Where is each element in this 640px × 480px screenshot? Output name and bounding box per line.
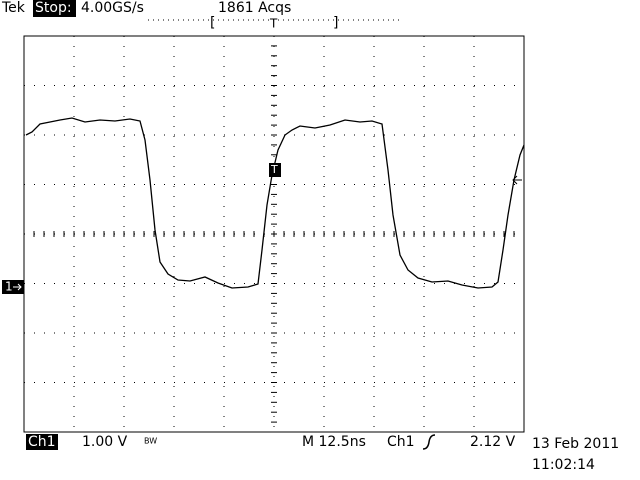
timebase: M 12.5ns — [302, 434, 366, 450]
channel: Ch1 — [28, 434, 56, 450]
record-bracket-left: [ — [210, 15, 215, 31]
trigger-source: Ch1 — [387, 434, 415, 450]
ground-arrow — [13, 283, 22, 291]
record-bracket-right: ] — [333, 15, 338, 31]
waveform — [25, 117, 525, 289]
trigger-slope — [422, 434, 436, 450]
trigger-level-arrow — [512, 175, 522, 185]
time: 11:02:14 — [532, 457, 595, 473]
ground-marker: 1 — [5, 280, 13, 294]
trigger-position: T — [269, 17, 278, 31]
sample-rate: 4.00GS/s — [81, 0, 144, 16]
trigger-marker: T — [270, 163, 278, 176]
date: 13 Feb 2011 — [532, 436, 619, 452]
channel-box — [26, 434, 58, 450]
scale: 1.00 V — [82, 434, 128, 450]
trigger-marker-box — [269, 163, 281, 177]
bandwidth: BW — [144, 437, 157, 446]
status: Stop: — [35, 0, 72, 16]
trigger-level: 2.12 V — [470, 434, 516, 450]
brand: Tek — [1, 0, 26, 16]
status-box — [33, 0, 76, 17]
graticule — [23, 35, 525, 433]
acquisitions: 1861 Acqs — [218, 0, 291, 16]
